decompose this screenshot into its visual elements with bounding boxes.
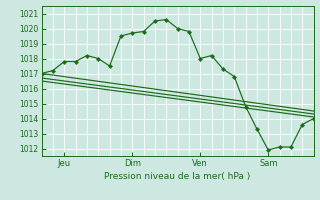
X-axis label: Pression niveau de la mer( hPa ): Pression niveau de la mer( hPa ) — [104, 172, 251, 181]
